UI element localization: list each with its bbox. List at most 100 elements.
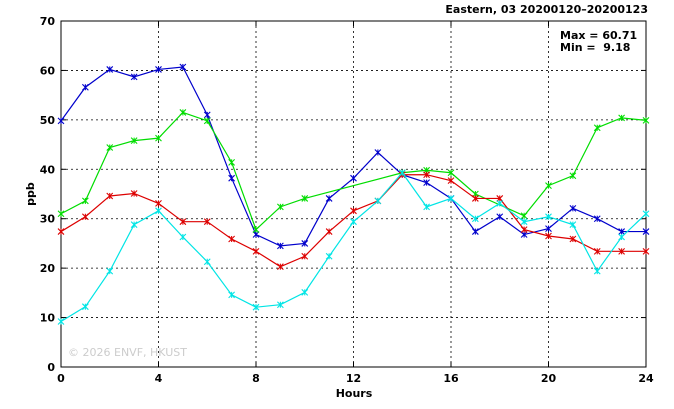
chart-title: Eastern, 03 20200120–20200123 <box>445 3 648 16</box>
data-point <box>301 252 309 260</box>
data-point <box>520 226 528 233</box>
data-point <box>593 267 601 275</box>
data-point <box>447 169 455 177</box>
data-point <box>618 114 626 122</box>
data-point <box>228 174 236 182</box>
data-point <box>203 117 211 125</box>
data-point <box>81 197 89 205</box>
data-point <box>642 247 650 255</box>
data-point <box>155 134 162 142</box>
y-tick-label: 10 <box>40 312 56 325</box>
x-tick-label: 4 <box>155 372 163 385</box>
data-point <box>545 213 552 221</box>
data-point <box>618 233 626 241</box>
stat-min: Min = 9.18 <box>560 41 630 54</box>
data-point <box>447 195 455 202</box>
data-point <box>642 228 650 235</box>
data-point <box>350 174 357 182</box>
data-point <box>155 207 162 215</box>
data-point <box>520 218 528 226</box>
y-tick-label: 50 <box>40 114 56 127</box>
y-tick-label: 0 <box>47 361 55 374</box>
data-point <box>545 182 552 189</box>
data-point <box>374 149 382 156</box>
data-point <box>423 171 431 179</box>
data-point <box>252 226 260 233</box>
stat-max: Max = 60.71 <box>560 29 637 42</box>
data-point <box>106 267 114 275</box>
data-point <box>228 291 236 299</box>
data-point <box>130 221 138 229</box>
x-tick-label: 20 <box>541 372 557 385</box>
data-point <box>350 218 357 226</box>
data-point <box>325 228 333 235</box>
data-point <box>423 203 431 211</box>
x-tick-label: 16 <box>443 372 459 385</box>
data-point <box>179 233 187 241</box>
data-point <box>155 200 162 207</box>
y-tick-label: 70 <box>40 15 56 28</box>
data-point <box>520 212 528 220</box>
data-point <box>325 195 333 202</box>
data-point <box>228 235 236 243</box>
series-3 <box>57 169 650 325</box>
y-axis-ticks: 0 10 20 30 40 50 60 70 <box>40 15 646 374</box>
data-point <box>593 247 601 255</box>
data-point <box>471 228 479 235</box>
series-group <box>57 63 650 325</box>
data-point <box>106 192 114 200</box>
data-point <box>569 221 577 229</box>
data-point <box>203 218 211 226</box>
data-point <box>350 207 357 215</box>
data-point <box>471 195 479 202</box>
data-point <box>106 144 114 151</box>
data-point <box>252 303 260 311</box>
data-point <box>252 247 260 255</box>
data-point <box>642 210 650 218</box>
data-point <box>618 228 626 235</box>
data-point <box>642 116 650 124</box>
data-point <box>203 111 211 119</box>
data-point <box>57 228 65 235</box>
data-point <box>593 215 601 223</box>
data-point <box>130 73 138 81</box>
data-point <box>130 137 138 145</box>
data-point <box>447 177 455 185</box>
data-point <box>569 235 577 243</box>
x-axis-ticks: 0 4 8 12 16 20 24 <box>57 21 654 385</box>
data-point <box>106 66 114 73</box>
x-tick-label: 8 <box>252 372 260 385</box>
data-point <box>57 210 65 218</box>
data-point <box>57 117 65 125</box>
data-point <box>179 109 187 116</box>
y-tick-label: 60 <box>40 64 56 77</box>
watermark: © 2026 ENVF, HKUST <box>68 346 187 359</box>
data-point <box>81 303 89 311</box>
data-point <box>545 232 552 240</box>
x-tick-label: 12 <box>346 372 361 385</box>
data-point <box>276 242 284 250</box>
data-point <box>81 83 89 91</box>
data-point <box>325 252 333 260</box>
y-axis-label: ppb <box>24 182 37 206</box>
data-point <box>301 240 309 247</box>
data-point <box>276 263 284 271</box>
data-point <box>593 124 601 132</box>
data-point <box>276 301 284 309</box>
series-2 <box>57 171 650 271</box>
x-tick-label: 0 <box>57 372 65 385</box>
data-point <box>374 197 382 205</box>
data-point <box>130 190 138 197</box>
data-point <box>569 172 577 180</box>
x-axis-label: Hours <box>336 387 373 400</box>
y-tick-label: 40 <box>40 163 56 176</box>
data-point <box>301 195 309 202</box>
data-point <box>545 225 552 232</box>
data-point <box>155 66 162 73</box>
data-point <box>496 213 504 221</box>
data-point <box>301 288 309 296</box>
data-point <box>496 200 504 207</box>
data-point <box>471 215 479 223</box>
data-point <box>81 213 89 221</box>
